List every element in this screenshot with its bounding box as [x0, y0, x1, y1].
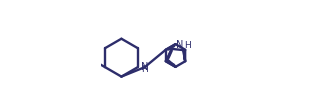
Text: N: N: [176, 40, 183, 50]
Text: H: H: [141, 65, 148, 74]
Text: H: H: [184, 41, 191, 50]
Text: N: N: [141, 62, 148, 72]
